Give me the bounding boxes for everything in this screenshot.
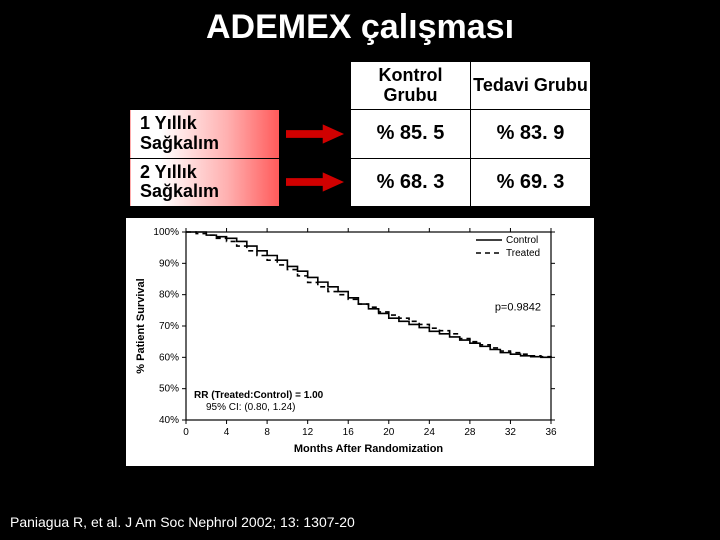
y-tick-label: 50% (159, 384, 179, 395)
ci-text: 95% CI: (0.80, 1.24) (206, 402, 296, 413)
table-row: 2 Yıllık Sağkalım % 68. 3% 69. 3 (130, 158, 591, 207)
rr-text: RR (Treated:Control) = 1.00 (194, 390, 324, 401)
y-tick-label: 70% (159, 321, 179, 332)
citation: Paniagua R, et al. J Am Soc Nephrol 2002… (10, 514, 355, 530)
cell-tedavi: % 83. 9 (471, 110, 591, 159)
x-tick-label: 28 (464, 427, 476, 438)
survival-chart-frame: 40% 50% 60% 70% 80% 90% 100% 0 4 8 12 16 20 24 28 32 36 M… (125, 217, 595, 467)
cell-kontrol: % 85. 5 (351, 110, 471, 159)
y-axis-label: % Patient Survival (135, 279, 147, 374)
x-tick-label: 16 (343, 427, 355, 438)
p-value-text: p=0.9842 (495, 302, 541, 314)
y-tick-label: 40% (159, 415, 179, 426)
blank-header-arrow (280, 62, 351, 110)
survival-table: Kontrol Grubu Tedavi Grubu 1 Yıllık Sağk… (129, 61, 591, 207)
survival-table-wrap: Kontrol Grubu Tedavi Grubu 1 Yıllık Sağk… (0, 61, 720, 207)
legend-label: Treated (506, 248, 540, 259)
y-tick-label: 100% (153, 227, 179, 238)
series-control (186, 232, 551, 358)
y-tick-label: 90% (159, 259, 179, 270)
page-title: ADEMEX çalışması (0, 0, 720, 47)
row-label: 2 Yıllık Sağkalım (130, 158, 280, 207)
survival-chart: 40% 50% 60% 70% 80% 90% 100% 0 4 8 12 16 20 24 28 32 36 M… (126, 218, 596, 468)
table-row: 1 Yıllık Sağkalım % 85. 5% 83. 9 (130, 110, 591, 159)
blank-header (130, 62, 280, 110)
x-tick-label: 32 (505, 427, 517, 438)
arrow-right-icon (286, 170, 344, 194)
arrow-cell (280, 110, 351, 159)
row-label: 1 Yıllık Sağkalım (130, 110, 280, 159)
x-tick-label: 36 (545, 427, 557, 438)
y-tick-label: 80% (159, 290, 179, 301)
col-header-tedavi: Tedavi Grubu (471, 62, 591, 110)
arrow-right-icon (286, 122, 344, 146)
arrow-cell (280, 158, 351, 207)
y-tick-label: 60% (159, 353, 179, 364)
x-axis-label: Months After Randomization (294, 443, 444, 455)
survival-chart-wrap: 40% 50% 60% 70% 80% 90% 100% 0 4 8 12 16 20 24 28 32 36 M… (0, 217, 720, 467)
series-treated (186, 232, 551, 357)
x-tick-label: 4 (224, 427, 230, 438)
legend-label: Control (506, 235, 538, 246)
x-tick-label: 0 (183, 427, 189, 438)
cell-tedavi: % 69. 3 (471, 158, 591, 207)
x-tick-label: 8 (264, 427, 270, 438)
x-tick-label: 24 (424, 427, 436, 438)
col-header-kontrol: Kontrol Grubu (351, 62, 471, 110)
x-tick-label: 20 (383, 427, 395, 438)
cell-kontrol: % 68. 3 (351, 158, 471, 207)
x-tick-label: 12 (302, 427, 314, 438)
